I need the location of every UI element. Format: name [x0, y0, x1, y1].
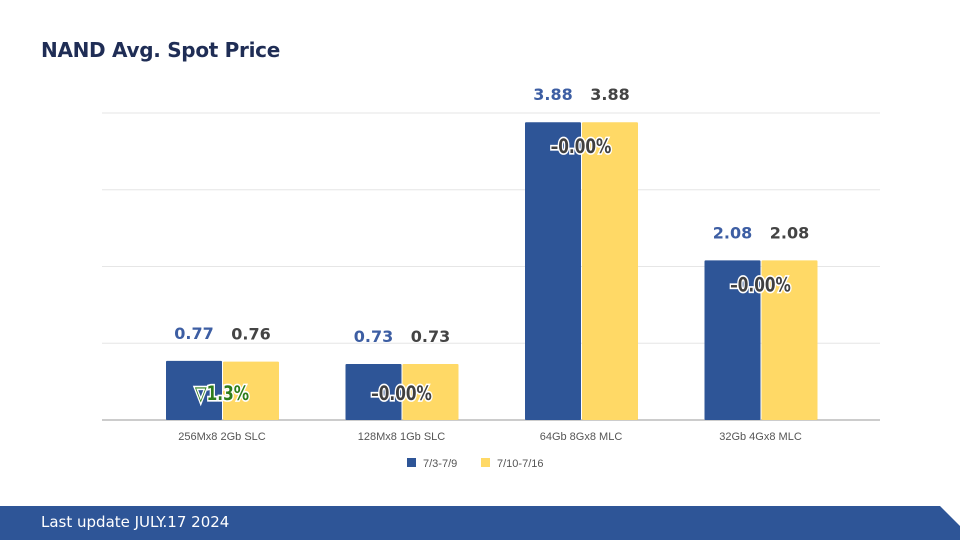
x-tick-label: 32Gb 4Gx8 MLC	[719, 431, 802, 443]
last-update-text: Last update JULY.17 2024	[41, 513, 230, 531]
bar	[761, 260, 818, 420]
change-annotation: –0.00%	[551, 136, 612, 158]
legend-label: 7/10-7/16	[497, 458, 543, 470]
bar	[525, 122, 581, 421]
change-annotation: ▽1.3%	[195, 383, 249, 405]
data-label: 3.88	[533, 85, 572, 104]
bar	[345, 363, 402, 420]
data-label: 2.08	[770, 223, 809, 242]
chart-title: NAND Avg. Spot Price	[41, 38, 280, 62]
bar	[582, 122, 638, 421]
x-tick-label: 256Mx8 2Gb SLC	[178, 431, 265, 443]
bar	[704, 260, 761, 420]
data-label: 3.88	[590, 85, 629, 104]
data-label: 0.77	[174, 324, 213, 343]
data-label: 0.76	[231, 325, 270, 344]
footer-banner: Last update JULY.17 2024	[0, 506, 960, 540]
legend-label: 7/3-7/9	[423, 458, 457, 470]
x-tick-label: 64Gb 8Gx8 MLC	[540, 431, 623, 443]
bar	[166, 360, 222, 420]
data-label: 2.08	[713, 223, 752, 242]
change-annotation: –0.00%	[371, 383, 432, 405]
bar	[402, 363, 459, 420]
x-tick-label: 128Mx8 1Gb SLC	[358, 431, 445, 443]
bar	[223, 361, 279, 420]
data-label: 0.73	[354, 327, 393, 346]
legend-swatch	[407, 458, 416, 467]
change-annotation: –0.00%	[730, 275, 791, 297]
legend-swatch	[481, 458, 490, 467]
data-label: 0.73	[411, 327, 450, 346]
